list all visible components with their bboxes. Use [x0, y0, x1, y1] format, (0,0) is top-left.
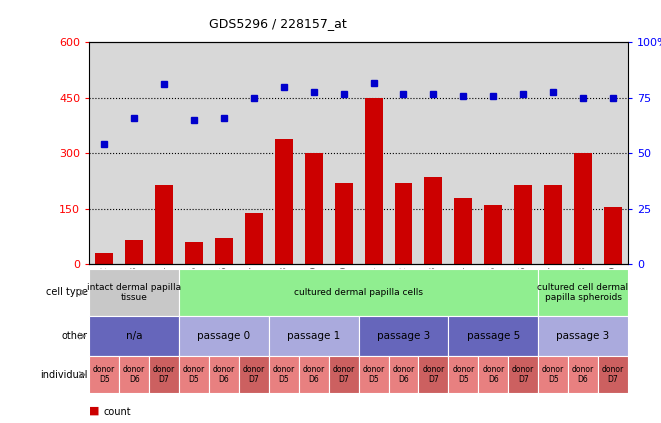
Bar [179, 269, 538, 316]
Bar [389, 356, 418, 393]
Bar [215, 239, 233, 264]
Bar [358, 316, 448, 356]
Bar [358, 42, 389, 264]
Bar [185, 242, 203, 264]
Bar [179, 356, 209, 393]
Bar [305, 154, 323, 264]
Bar [239, 42, 269, 264]
Bar [269, 42, 299, 264]
Text: passage 3: passage 3 [557, 331, 609, 341]
Bar [508, 42, 538, 264]
Bar [538, 316, 628, 356]
Bar [179, 42, 209, 264]
Bar [155, 185, 173, 264]
Bar [395, 183, 412, 264]
Text: cultured dermal papilla cells: cultured dermal papilla cells [294, 288, 423, 297]
Bar [119, 42, 149, 264]
Text: ■: ■ [89, 405, 100, 415]
Bar [479, 42, 508, 264]
Bar [485, 205, 502, 264]
Text: donor
D5: donor D5 [542, 365, 564, 385]
Bar [538, 356, 568, 393]
Bar [538, 42, 568, 264]
Text: GDS5296 / 228157_at: GDS5296 / 228157_at [209, 17, 346, 30]
Text: passage 3: passage 3 [377, 331, 430, 341]
Text: individual: individual [40, 370, 88, 380]
Bar [89, 269, 179, 316]
Bar [544, 185, 562, 264]
Text: donor
D6: donor D6 [303, 365, 325, 385]
Text: n/a: n/a [126, 331, 142, 341]
Bar [598, 356, 628, 393]
Text: donor
D5: donor D5 [452, 365, 475, 385]
Bar [209, 42, 239, 264]
Text: cell type: cell type [46, 287, 88, 297]
Bar [568, 42, 598, 264]
Text: donor
D7: donor D7 [153, 365, 175, 385]
Text: donor
D6: donor D6 [213, 365, 235, 385]
Bar [299, 42, 329, 264]
Bar [448, 356, 479, 393]
Text: donor
D7: donor D7 [332, 365, 355, 385]
Text: other: other [61, 331, 88, 341]
Text: donor
D6: donor D6 [482, 365, 504, 385]
Bar [299, 356, 329, 393]
Text: donor
D7: donor D7 [422, 365, 445, 385]
Bar [598, 42, 628, 264]
Text: passage 1: passage 1 [287, 331, 340, 341]
Text: donor
D7: donor D7 [512, 365, 534, 385]
Bar [239, 356, 269, 393]
Text: donor
D7: donor D7 [602, 365, 624, 385]
Bar [95, 253, 113, 264]
Text: donor
D5: donor D5 [362, 365, 385, 385]
Bar [418, 356, 448, 393]
Bar [424, 177, 442, 264]
Text: donor
D6: donor D6 [393, 365, 414, 385]
Bar [269, 356, 299, 393]
Bar [125, 240, 143, 264]
Bar [275, 139, 293, 264]
Bar [89, 356, 119, 393]
Text: donor
D5: donor D5 [93, 365, 115, 385]
Bar [365, 98, 383, 264]
Bar [448, 42, 479, 264]
Text: donor
D6: donor D6 [572, 365, 594, 385]
Bar [574, 154, 592, 264]
Text: donor
D7: donor D7 [243, 365, 265, 385]
Bar [119, 356, 149, 393]
Bar [508, 356, 538, 393]
Text: intact dermal papilla
tissue: intact dermal papilla tissue [87, 283, 181, 302]
Bar [89, 42, 119, 264]
Bar [358, 356, 389, 393]
Text: passage 0: passage 0 [198, 331, 251, 341]
Bar [448, 316, 538, 356]
Bar [538, 269, 628, 316]
Bar [149, 42, 179, 264]
Bar [209, 356, 239, 393]
Text: donor
D5: donor D5 [183, 365, 205, 385]
Bar [454, 198, 473, 264]
Bar [89, 316, 179, 356]
Text: ■: ■ [89, 422, 100, 423]
Bar [389, 42, 418, 264]
Text: count: count [104, 407, 132, 418]
Text: donor
D6: donor D6 [123, 365, 145, 385]
Bar [334, 183, 352, 264]
Bar [568, 356, 598, 393]
Bar [269, 316, 358, 356]
Bar [604, 207, 622, 264]
Bar [479, 356, 508, 393]
Bar [329, 356, 358, 393]
Text: cultured cell dermal
papilla spheroids: cultured cell dermal papilla spheroids [537, 283, 629, 302]
Text: passage 5: passage 5 [467, 331, 520, 341]
Bar [149, 356, 179, 393]
Bar [514, 185, 532, 264]
Text: donor
D5: donor D5 [272, 365, 295, 385]
Bar [179, 316, 269, 356]
Bar [245, 213, 263, 264]
Bar [418, 42, 448, 264]
Bar [329, 42, 358, 264]
